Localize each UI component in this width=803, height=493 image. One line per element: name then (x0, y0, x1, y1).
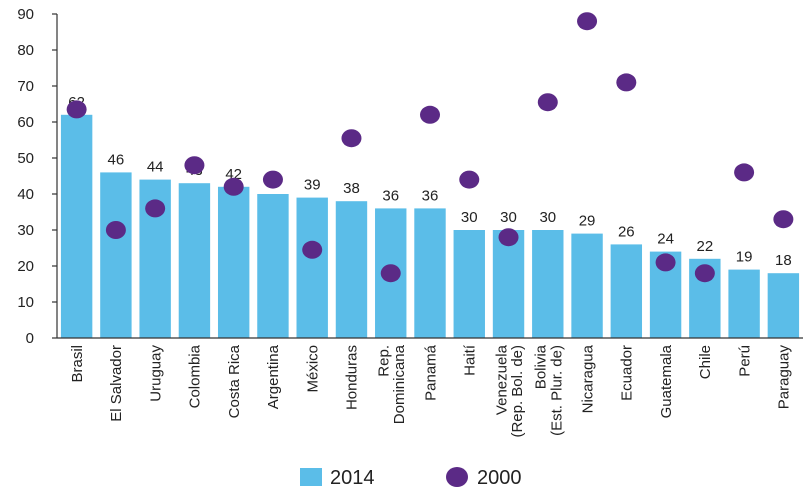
legend-swatch (446, 467, 468, 487)
bar (296, 197, 328, 338)
dot (498, 228, 519, 247)
bar (257, 194, 289, 338)
y-tick-label: 90 (17, 6, 34, 23)
x-tick-label: Venezuela(Rep. Bol. de) (493, 344, 526, 437)
bar (100, 172, 132, 338)
dot (380, 264, 401, 283)
y-tick-label: 50 (17, 150, 34, 167)
x-tick-label: Haití (462, 344, 479, 376)
value-label: 44 (147, 159, 164, 176)
dot (302, 240, 323, 259)
bar (453, 230, 485, 338)
x-tick-label: Honduras (344, 345, 361, 410)
bar (60, 114, 93, 338)
dot (734, 163, 755, 182)
value-label: 30 (539, 209, 556, 226)
bar (492, 230, 525, 338)
bar (335, 201, 368, 338)
x-tick-label: Nicaragua (579, 344, 596, 413)
value-label: 26 (618, 223, 635, 240)
dot (341, 129, 362, 148)
value-label: 22 (696, 238, 713, 255)
x-tick-label: Costa Rica (226, 344, 243, 418)
x-tick-label: Panamá (422, 344, 439, 401)
bar (610, 244, 643, 338)
dot (223, 177, 244, 196)
y-tick-label: 20 (17, 258, 34, 275)
value-label: 36 (382, 187, 399, 204)
y-tick-label: 40 (17, 186, 34, 203)
value-label: 19 (736, 249, 753, 266)
x-tick-label: Rep.Dominicana (375, 344, 408, 424)
y-tick-label: 10 (17, 294, 34, 311)
bar (767, 273, 800, 338)
dot (262, 170, 283, 189)
legend-swatch (300, 468, 322, 486)
bar (414, 208, 446, 338)
bar (571, 233, 603, 338)
value-label: 36 (422, 187, 439, 204)
dot (537, 93, 558, 112)
dot (420, 105, 440, 124)
value-label: 30 (500, 209, 517, 226)
y-tick-label: 60 (17, 114, 34, 131)
value-label: 29 (579, 213, 596, 230)
x-tick-label: México (304, 345, 321, 393)
value-label: 18 (775, 252, 792, 269)
dot (694, 264, 715, 283)
dot (145, 199, 166, 218)
x-tick-label: Paraguay (776, 345, 793, 410)
x-tick-label: Perú (736, 345, 753, 377)
x-tick-label: El Salvador (108, 345, 125, 422)
dot (66, 100, 87, 119)
y-tick-label: 80 (17, 42, 34, 59)
bar (728, 269, 760, 338)
dot (577, 12, 598, 31)
dot (616, 73, 637, 92)
legend-label: 2014 (330, 467, 375, 489)
dot (773, 210, 794, 229)
x-tick-label: Guatemala (658, 344, 675, 418)
y-tick-label: 0 (26, 330, 34, 347)
x-tick-label: Ecuador (619, 345, 636, 401)
x-tick-label: Chile (697, 345, 714, 379)
y-tick-label: 30 (17, 222, 34, 239)
x-tick-label: Argentina (265, 344, 282, 409)
value-label: 39 (304, 177, 321, 194)
x-tick-label: Brasil (69, 345, 86, 383)
dot (459, 170, 480, 189)
x-tick-label: Colombia (187, 344, 204, 408)
bar (532, 230, 564, 338)
value-label: 46 (108, 151, 125, 168)
dot (184, 156, 205, 175)
value-label: 38 (343, 180, 360, 197)
bar (217, 186, 250, 338)
dot (105, 221, 126, 239)
value-label: 42 (225, 166, 242, 183)
value-label: 24 (657, 231, 674, 248)
value-label: 30 (461, 209, 478, 226)
y-tick-label: 70 (17, 78, 34, 95)
bar (178, 183, 211, 338)
x-tick-label: Uruguay (147, 345, 164, 402)
x-tick-label: Bolivia(Est. Plur. de) (533, 344, 566, 436)
legend-label: 2000 (477, 467, 522, 489)
dot (655, 253, 676, 272)
